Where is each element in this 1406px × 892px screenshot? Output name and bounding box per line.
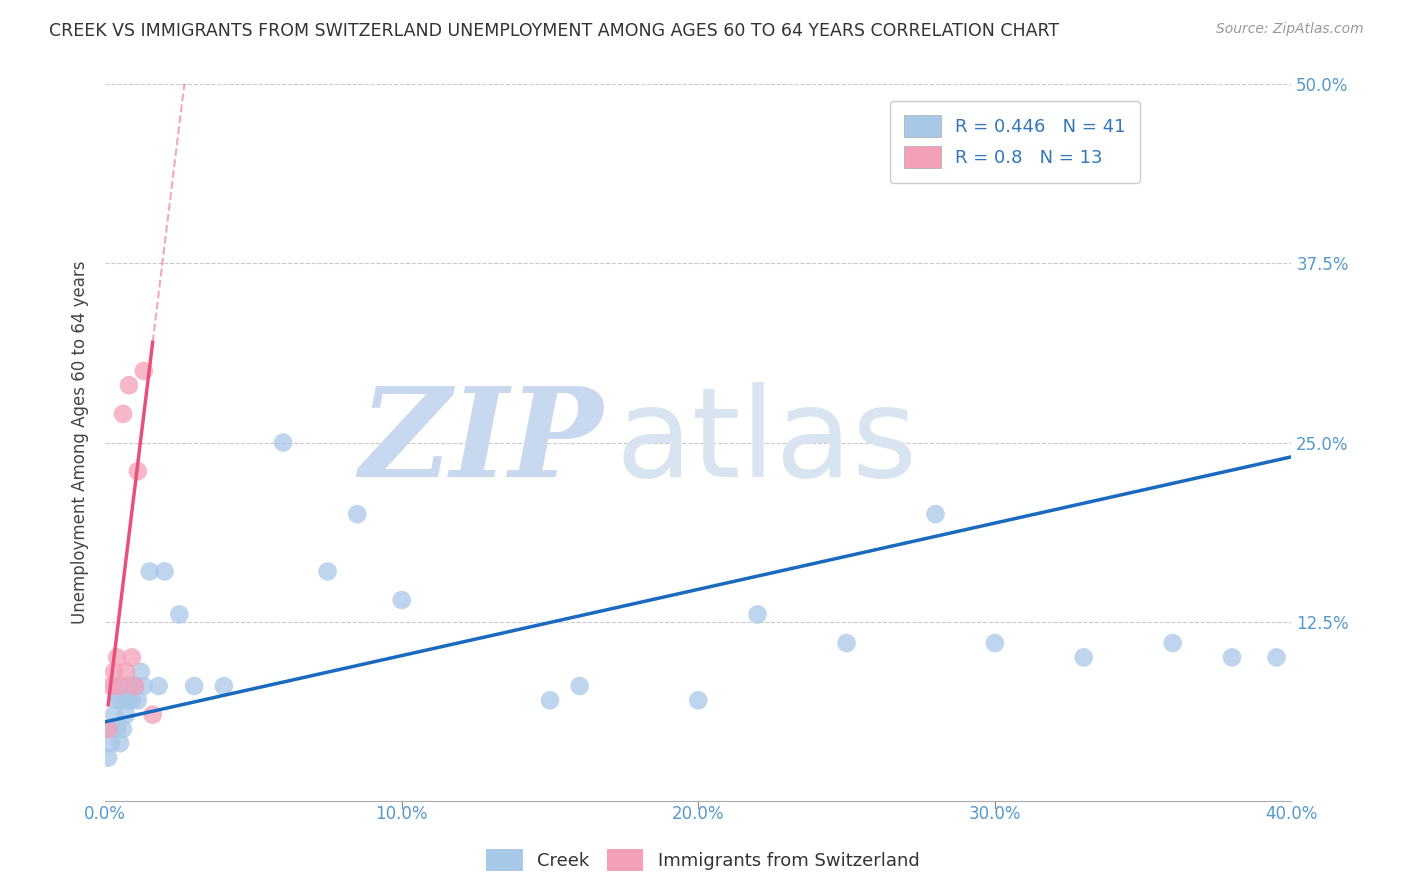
Point [100,679,122,693]
Point [688,693,710,707]
Text: atlas: atlas [616,382,917,503]
Point [1073,650,1095,665]
Text: CREEK VS IMMIGRANTS FROM SWITZERLAND UNEMPLOYMENT AMONG AGES 60 TO 64 YEARS CORR: CREEK VS IMMIGRANTS FROM SWITZERLAND UNE… [49,22,1059,40]
Point [97,722,120,736]
Point [103,665,125,679]
Point [835,636,858,650]
Point [103,679,125,693]
Y-axis label: Unemployment Among Ages 60 to 64 years: Unemployment Among Ages 60 to 64 years [72,260,89,624]
Legend: R = 0.446   N = 41, R = 0.8   N = 13: R = 0.446 N = 41, R = 0.8 N = 13 [890,101,1140,183]
Point [111,407,134,421]
Point [127,693,149,707]
Legend: Creek, Immigrants from Switzerland: Creek, Immigrants from Switzerland [479,842,927,879]
Point [132,364,155,378]
Point [100,722,122,736]
Point [183,679,205,693]
Point [97,750,120,764]
Point [105,693,128,707]
Point [111,679,134,693]
Point [129,665,152,679]
Point [391,593,413,607]
Point [105,722,128,736]
Point [108,693,131,707]
Point [1161,636,1184,650]
Point [138,565,160,579]
Point [100,736,122,750]
Point [271,435,294,450]
Point [118,679,141,693]
Point [121,650,143,665]
Text: Source: ZipAtlas.com: Source: ZipAtlas.com [1216,22,1364,37]
Point [1265,650,1288,665]
Point [118,378,141,392]
Point [121,693,143,707]
Point [115,707,138,722]
Point [148,679,170,693]
Point [924,507,946,521]
Point [538,693,561,707]
Point [108,679,131,693]
Point [346,507,368,521]
Point [169,607,191,622]
Point [103,707,125,722]
Text: ZIP: ZIP [360,382,603,503]
Point [568,679,591,693]
Point [108,736,131,750]
Point [124,679,146,693]
Point [127,464,149,478]
Point [132,679,155,693]
Point [105,650,128,665]
Point [124,679,146,693]
Point [747,607,769,622]
Point [984,636,1007,650]
Point [115,665,138,679]
Point [316,565,339,579]
Point [153,565,176,579]
Point [142,707,165,722]
Point [118,693,141,707]
Point [115,693,138,707]
Point [1220,650,1243,665]
Point [111,722,134,736]
Point [212,679,235,693]
